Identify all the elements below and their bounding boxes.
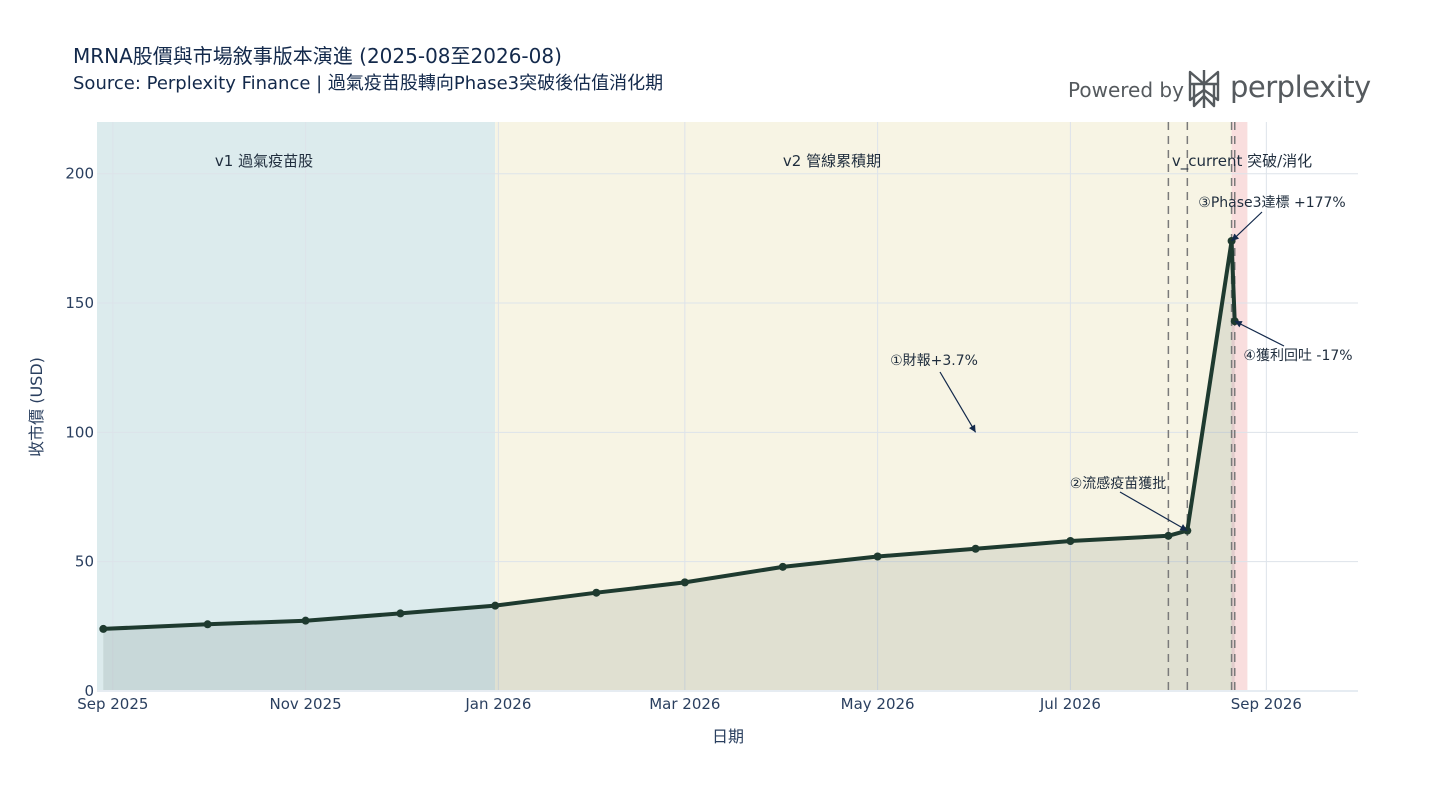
y-tick-label: 50: [75, 553, 94, 571]
powered-by-badge: Powered by perplexity: [1068, 68, 1371, 112]
x-tick-label: Mar 2026: [649, 695, 720, 713]
price-point: [1066, 536, 1075, 545]
x-tick-label: Jul 2026: [1039, 695, 1101, 713]
annotation-arrow: [1234, 320, 1285, 347]
phase-band-2: [495, 122, 1232, 691]
x-tick-label: Jan 2026: [464, 695, 531, 713]
price-point: [99, 624, 108, 633]
annotation-arrow: [1231, 211, 1263, 242]
annotation-label: ④獲利回吐 -17%: [1243, 348, 1352, 364]
perplexity-wordmark: perplexity: [1230, 70, 1371, 104]
phase-band-3: [1231, 122, 1248, 691]
price-point: [491, 601, 500, 610]
annotation-arrowhead: [1231, 233, 1240, 241]
phase-label-1: v1 過氣疫苗股: [215, 152, 313, 170]
chart-subtitle: Source: Perplexity Finance | 過氣疫苗股轉向Phas…: [73, 73, 664, 94]
phase-label-3: v_current 突破/消化: [1172, 152, 1312, 171]
price-point: [1164, 531, 1173, 540]
x-axis-title: 日期: [712, 727, 744, 746]
phase-label-2: v2 管線累積期: [783, 152, 881, 170]
annotation-label: ①財報+3.7%: [890, 353, 978, 369]
price-point: [680, 578, 689, 587]
x-tick-label: Nov 2025: [269, 695, 341, 713]
x-tick-label: Sep 2025: [77, 695, 148, 713]
price-point: [778, 562, 787, 571]
phase-band-1: [97, 122, 496, 691]
chart-title: MRNA股價與市場敘事版本演進 (2025-08至2026-08): [73, 44, 562, 68]
annotation-label: ③Phase3達標 +177%: [1198, 195, 1345, 211]
price-area-fill: [103, 241, 1235, 691]
y-axis-title: 收市價 (USD): [27, 357, 46, 457]
annotation-arrow: [1119, 491, 1188, 532]
y-tick-label: 200: [65, 165, 94, 183]
annotation-arrowhead: [1179, 524, 1188, 531]
price-point: [203, 620, 212, 629]
x-tick-label: May 2026: [841, 695, 915, 713]
x-tick-label: Sep 2026: [1231, 695, 1302, 713]
y-tick-label: 150: [65, 294, 94, 312]
y-tick-label: 0: [84, 682, 94, 700]
annotation-label: ②流感疫苗獲批: [1070, 475, 1167, 492]
price-point: [301, 616, 310, 625]
price-point: [396, 609, 405, 618]
price-point: [971, 544, 980, 553]
annotation-arrowhead: [1234, 321, 1243, 328]
y-tick-label: 100: [65, 423, 94, 441]
annotation-arrow: [939, 371, 977, 433]
perplexity-logo-icon: [1188, 70, 1220, 108]
powered-by-text: Powered by: [1068, 78, 1184, 102]
annotation-arrowhead: [969, 424, 976, 433]
price-point: [592, 588, 601, 597]
price-point: [873, 552, 882, 561]
